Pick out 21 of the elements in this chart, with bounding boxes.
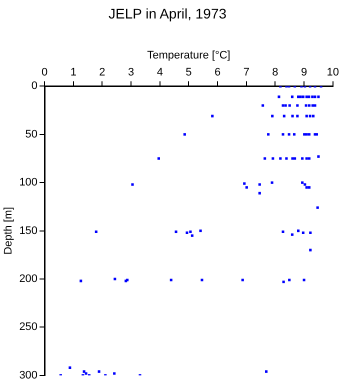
- y-axis-title: Depth [m]: [2, 206, 15, 255]
- x-tick-label: 3: [128, 66, 134, 79]
- x-tick-label: 7: [243, 66, 250, 79]
- x-tick-label: 5: [186, 66, 192, 79]
- y-tick-label: 300: [19, 369, 38, 382]
- x-tick-label: 4: [156, 66, 163, 79]
- x-tick-label: 10: [326, 66, 340, 79]
- x-tick-label: 8: [272, 66, 278, 79]
- x-tick-label: 9: [300, 66, 308, 79]
- y-tick-label: 150: [19, 224, 38, 237]
- chart-title: JELP in April, 1973: [108, 5, 227, 22]
- y-tick-label: 100: [19, 176, 38, 189]
- x-tick-label: 6: [214, 66, 221, 79]
- y-tick-label: 250: [19, 321, 38, 334]
- x-tick-label: 2: [99, 66, 106, 79]
- x-tick-label: 1: [70, 66, 76, 79]
- y-tick-label: 200: [19, 273, 38, 286]
- y-tick-label: 50: [25, 128, 38, 140]
- x-axis-title: Temperature [°C]: [147, 49, 230, 62]
- y-tick-label: 0: [31, 80, 38, 92]
- x-tick-label: 0: [41, 66, 48, 79]
